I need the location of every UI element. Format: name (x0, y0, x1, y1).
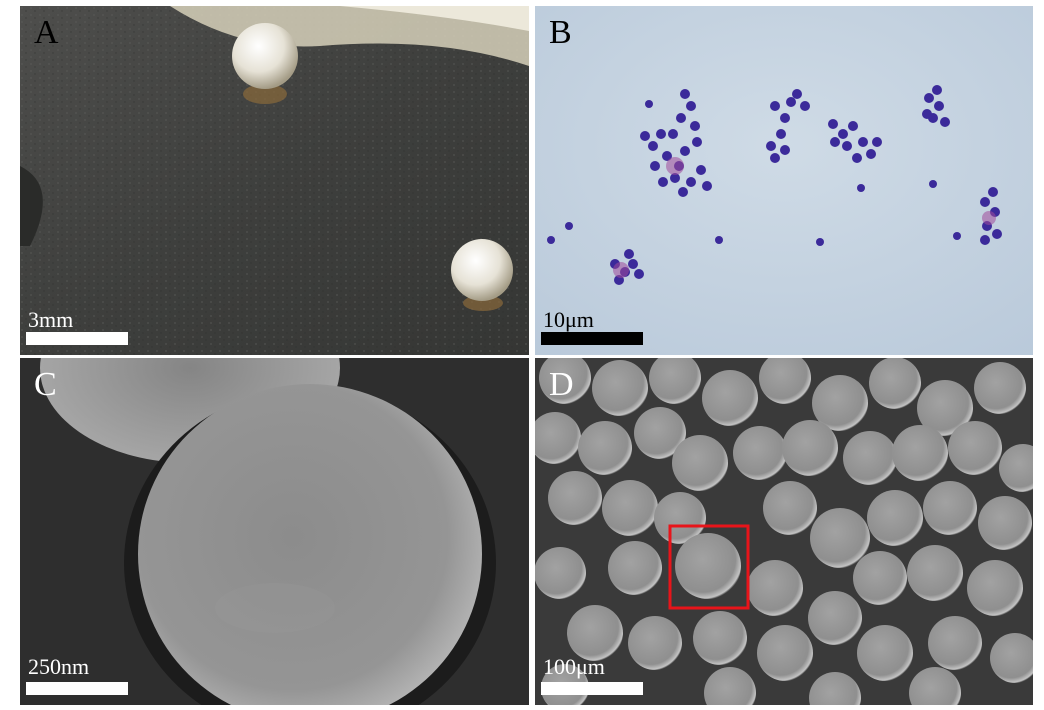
scale-bar (541, 682, 643, 695)
scale-label: 3mm (28, 307, 74, 332)
stained-cells-micrograph (535, 6, 1033, 355)
panel-letter: C (34, 366, 57, 403)
panel-b: B 10μm (535, 6, 1033, 355)
scale-label: 10μm (543, 307, 594, 332)
highlight-box (668, 524, 750, 610)
panel-a: A 3mm (20, 6, 529, 355)
scale-label: 250nm (28, 654, 90, 679)
panel-letter: D (549, 366, 574, 403)
panel-letter: A (34, 14, 59, 51)
single-cell-micrograph (20, 358, 529, 705)
panel-d: D 100μm (535, 358, 1033, 705)
cell-cluster-micrograph (535, 358, 1033, 705)
scale-bar (26, 682, 128, 695)
panel-c: C 250nm (20, 358, 529, 705)
colony-photo (20, 6, 529, 355)
scale-label: 100μm (543, 654, 605, 679)
scale-bar (26, 332, 128, 345)
scale-bar (541, 332, 643, 345)
panel-letter: B (549, 14, 572, 51)
